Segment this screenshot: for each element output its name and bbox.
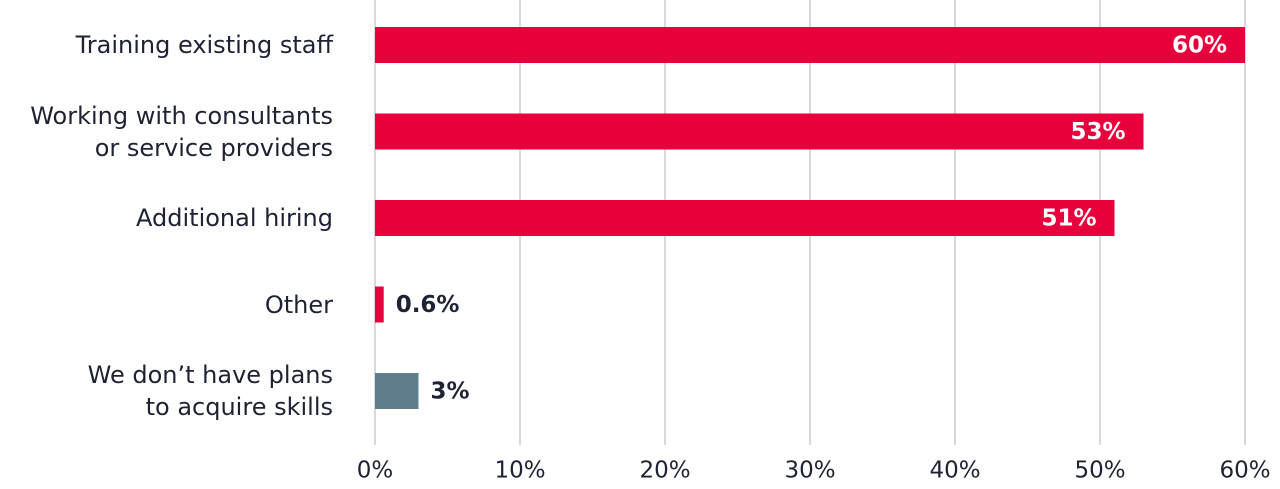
category-label: We don’t have plans to acquire skills: [87, 361, 333, 421]
x-tick-label: 20%: [639, 458, 690, 484]
x-tick-label: 60%: [1219, 458, 1270, 484]
bar: [375, 286, 384, 323]
category-label: Other: [264, 290, 333, 319]
bar: [375, 200, 1115, 236]
x-tick-label: 0%: [357, 458, 394, 484]
data-label: 51%: [1041, 206, 1096, 232]
category-label: Training existing staff: [75, 31, 333, 59]
data-label: 53%: [1070, 119, 1125, 145]
x-tick-label: 10%: [494, 458, 545, 484]
data-label: 0.6%: [396, 292, 460, 318]
data-label: 60%: [1172, 33, 1227, 59]
x-tick-label: 40%: [929, 458, 980, 484]
category-label: Working with consultants or service prov…: [30, 101, 333, 162]
category-label: Additional hiring: [136, 204, 333, 232]
bar: [375, 27, 1245, 63]
data-label: 3%: [431, 379, 470, 405]
bar: [375, 373, 419, 409]
x-tick-label: 30%: [784, 458, 835, 484]
bar: [375, 113, 1144, 150]
x-tick-label: 50%: [1074, 458, 1125, 484]
